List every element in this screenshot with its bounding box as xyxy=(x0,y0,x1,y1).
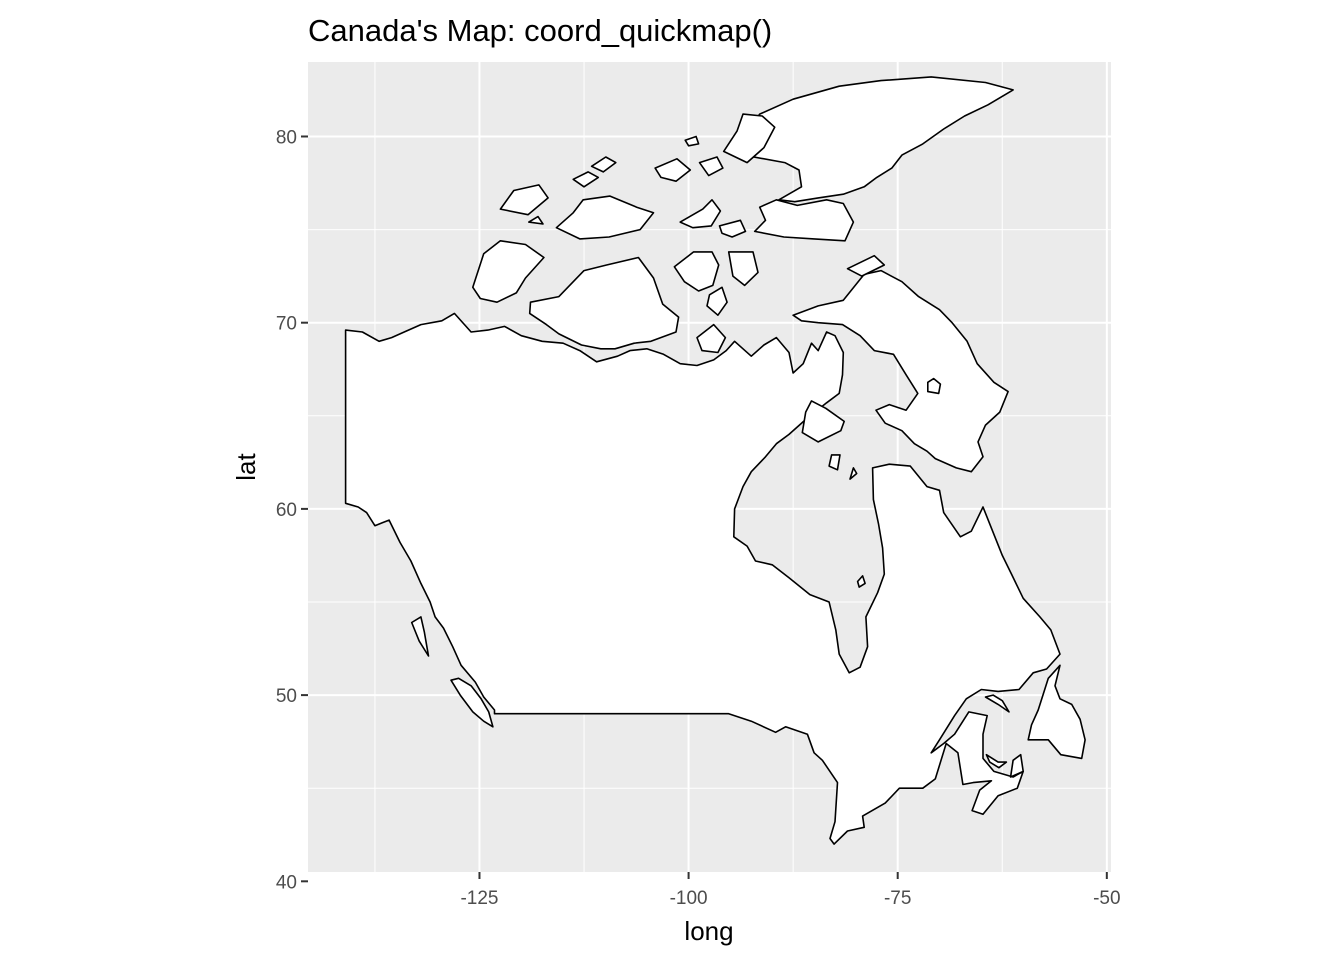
region-cornwallis-island xyxy=(718,219,747,238)
region-mackenzie-king-island xyxy=(572,171,600,188)
y-tick-label: 40 xyxy=(276,872,297,893)
region-boothia-peninsula-island xyxy=(706,286,728,316)
region-vancouver-island xyxy=(450,677,494,728)
region-somerset-island xyxy=(727,251,759,287)
region-devon-island xyxy=(753,199,855,242)
region-prince-patrick-island xyxy=(499,184,549,216)
region-melville-island xyxy=(555,195,655,240)
region-nettilling-lake xyxy=(927,377,942,395)
x-tick-label: -50 xyxy=(1093,888,1120,909)
region-mainland xyxy=(344,312,1061,845)
x-tick-label: -100 xyxy=(670,888,708,909)
y-tick-label: 60 xyxy=(276,500,297,521)
y-tick-label: 70 xyxy=(276,314,297,335)
region-prince-edward-island xyxy=(985,753,1008,769)
y-tick-label: 80 xyxy=(276,127,297,148)
region-newfoundland xyxy=(1027,664,1086,760)
region-anticosti-island xyxy=(984,694,1010,713)
y-axis-title: lat xyxy=(231,452,261,480)
region-prince-of-wales-island xyxy=(673,251,720,292)
region-meighen-island xyxy=(684,135,700,147)
x-tick-label: -125 xyxy=(460,888,498,909)
region-bylot-island xyxy=(846,254,886,277)
region-mansel-island xyxy=(849,467,858,480)
map-land-polygons xyxy=(344,76,1086,845)
region-eglinton-island xyxy=(528,215,544,225)
chart-title: Canada's Map: coord_quickmap() xyxy=(308,13,772,48)
region-axel-heiberg-island xyxy=(722,113,776,164)
region-victoria-island xyxy=(528,256,680,350)
x-axis-title: long xyxy=(684,916,733,946)
region-banks-island xyxy=(472,240,545,303)
region-haida-gwaii xyxy=(410,616,430,657)
y-tick-label: 50 xyxy=(276,686,297,707)
region-ellef-ringnes-island xyxy=(654,158,692,182)
x-axis: -125 -100 -75 -50 xyxy=(460,872,1121,909)
region-cape-breton-island xyxy=(1009,753,1024,778)
region-southampton-island xyxy=(801,400,845,443)
x-tick-label: -75 xyxy=(884,888,911,909)
region-bathurst-island xyxy=(679,199,722,229)
region-borden-island xyxy=(590,156,617,173)
y-axis: 40 50 60 70 80 xyxy=(276,127,308,893)
region-coats-island xyxy=(828,454,841,471)
region-baffin-island xyxy=(792,269,1009,473)
region-king-william-island xyxy=(696,323,727,354)
region-belcher-islands xyxy=(856,575,866,588)
region-amund-ringnes-island xyxy=(698,156,724,177)
